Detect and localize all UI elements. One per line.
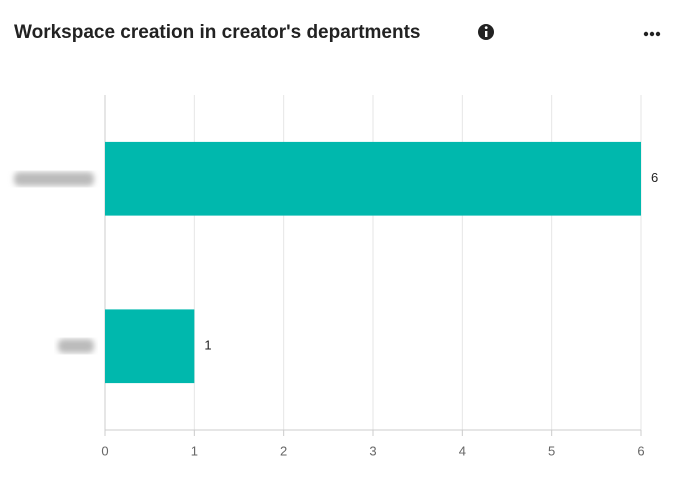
x-tick-label: 6 <box>637 443 644 458</box>
x-tick-label: 3 <box>369 443 376 458</box>
x-tick-label: 1 <box>191 443 198 458</box>
x-tick-label: 4 <box>459 443 466 458</box>
x-tick-label: 5 <box>548 443 555 458</box>
blurred-label <box>58 339 94 353</box>
info-icon[interactable] <box>478 24 494 40</box>
x-tick-label: 0 <box>101 443 108 458</box>
bar <box>105 141 641 216</box>
chart-title: Workspace creation in creator's departme… <box>14 22 420 43</box>
blurred-label <box>14 172 94 186</box>
menu-button[interactable] <box>643 31 661 37</box>
value-label: 6 <box>651 170 658 185</box>
x-tick-label: 2 <box>280 443 287 458</box>
value-label: 1 <box>204 338 211 353</box>
bar <box>105 309 195 384</box>
